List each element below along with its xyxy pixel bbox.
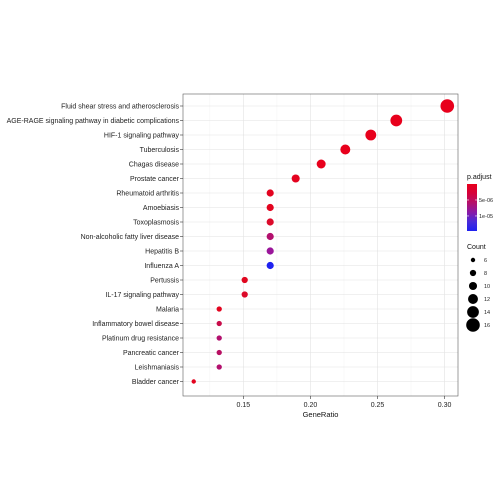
size-legend-dot xyxy=(467,306,479,318)
size-legend-dot xyxy=(466,318,480,332)
y-axis: Fluid shear stress and atherosclerosis AG… xyxy=(7,104,183,386)
data-point xyxy=(266,218,274,226)
y-tick-label: Prostate cancer xyxy=(130,176,180,183)
size-legend-label: 6 xyxy=(484,258,487,264)
size-legend-label: 12 xyxy=(484,297,490,303)
y-tick-label: Pertussis xyxy=(150,278,179,285)
color-legend-label: 5e-06 xyxy=(479,198,493,204)
size-legend-dot xyxy=(468,281,478,291)
data-point xyxy=(266,189,274,197)
size-legend: Count 6 8 10 12 14 16 xyxy=(466,244,490,332)
color-legend-bar xyxy=(467,184,477,231)
data-point xyxy=(216,364,222,370)
size-legend-title: Count xyxy=(467,244,486,251)
y-tick-label: Fluid shear stress and atherosclerosis xyxy=(61,104,179,111)
y-tick-label: Platinum drug resistance xyxy=(102,336,179,343)
y-tick-label: Hepatitis B xyxy=(145,249,179,256)
y-tick-label: Bladder cancer xyxy=(132,379,180,386)
y-tick-label: Malaria xyxy=(156,307,179,314)
y-tick-label: Tuberculosis xyxy=(140,147,180,154)
data-point xyxy=(266,232,274,241)
x-tick-label: 0.25 xyxy=(371,402,385,409)
x-tick-label: 0.20 xyxy=(304,402,318,409)
color-legend-title: p.adjust xyxy=(467,174,492,181)
y-tick-label: Non-alcoholic fatty liver disease xyxy=(81,234,180,241)
y-tick-label: Inflammatory bowel disease xyxy=(92,321,179,328)
size-legend-dot xyxy=(468,294,478,304)
y-tick-label: Influenza A xyxy=(144,263,179,270)
size-legend-label: 8 xyxy=(484,271,487,277)
data-point xyxy=(316,159,326,169)
y-tick-label: Toxoplasmosis xyxy=(133,220,179,227)
data-point xyxy=(266,203,274,212)
data-point xyxy=(216,320,222,327)
y-tick-label: Pancreatic cancer xyxy=(123,350,180,357)
x-tick-label: 0.15 xyxy=(237,402,251,409)
x-axis-title: GeneRatio xyxy=(303,410,339,419)
x-tick-label: 0.30 xyxy=(438,402,452,409)
data-point xyxy=(216,349,222,356)
data-point xyxy=(266,261,274,270)
size-legend-dot xyxy=(470,257,476,263)
y-tick-label: HIF-1 signaling pathway xyxy=(104,133,180,140)
size-legend-label: 10 xyxy=(484,284,490,290)
y-tick-label: IL-17 signaling pathway xyxy=(105,292,179,299)
data-point xyxy=(340,144,351,155)
y-tick-label: Rheumatoid arthritis xyxy=(116,191,179,198)
data-point xyxy=(390,114,403,127)
data-point xyxy=(216,306,222,312)
y-tick-label: Chagas disease xyxy=(129,162,179,169)
data-point xyxy=(440,99,455,113)
data-point xyxy=(291,174,300,183)
y-tick-label: AGE-RAGE signaling pathway in diabetic c… xyxy=(7,118,180,125)
size-legend-dot xyxy=(469,269,477,277)
size-legend-label: 16 xyxy=(484,323,490,329)
data-point xyxy=(191,379,196,384)
y-tick-label: Amoebiasis xyxy=(143,205,180,212)
x-axis: 0.15 0.20 0.25 0.30 xyxy=(237,396,452,409)
y-tick-label: Leishmaniasis xyxy=(135,365,180,372)
color-legend-label: 1e-05 xyxy=(479,214,493,220)
data-point xyxy=(266,247,274,255)
data-point xyxy=(241,276,248,284)
data-points xyxy=(191,99,455,384)
size-legend-label: 14 xyxy=(484,310,490,316)
data-point xyxy=(365,129,377,141)
data-point xyxy=(216,335,222,341)
plot-panel-border xyxy=(182,93,459,397)
data-point xyxy=(241,291,248,298)
color-legend: p.adjust 5e-06 1e-05 xyxy=(467,174,493,231)
